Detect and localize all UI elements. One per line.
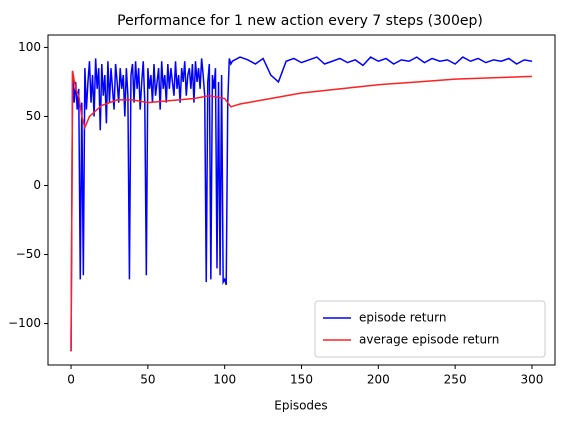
x-tick-label: 250	[444, 373, 467, 387]
y-tick-label: −50	[16, 247, 41, 261]
legend-box	[314, 300, 546, 358]
y-tick-label: −100	[8, 316, 41, 330]
chart-title: Performance for 1 new action every 7 ste…	[117, 13, 483, 29]
y-tick-label: 0	[33, 178, 41, 192]
legend-label: episode return	[359, 311, 446, 325]
x-tick-label: 100	[213, 373, 236, 387]
line-series	[70, 70, 532, 352]
x-tick-label: 300	[521, 373, 544, 387]
x-tick-label: 0	[67, 373, 75, 387]
x-tick-label: 50	[140, 373, 155, 387]
x-tick-label: 200	[367, 373, 390, 387]
x-tick-label: 150	[290, 373, 313, 387]
y-tick-label: 50	[26, 109, 41, 123]
legend-label: average episode return	[359, 333, 499, 347]
x-axis-label: Episodes	[274, 399, 327, 413]
line-series	[70, 56, 533, 352]
y-tick-label: 100	[18, 40, 41, 54]
